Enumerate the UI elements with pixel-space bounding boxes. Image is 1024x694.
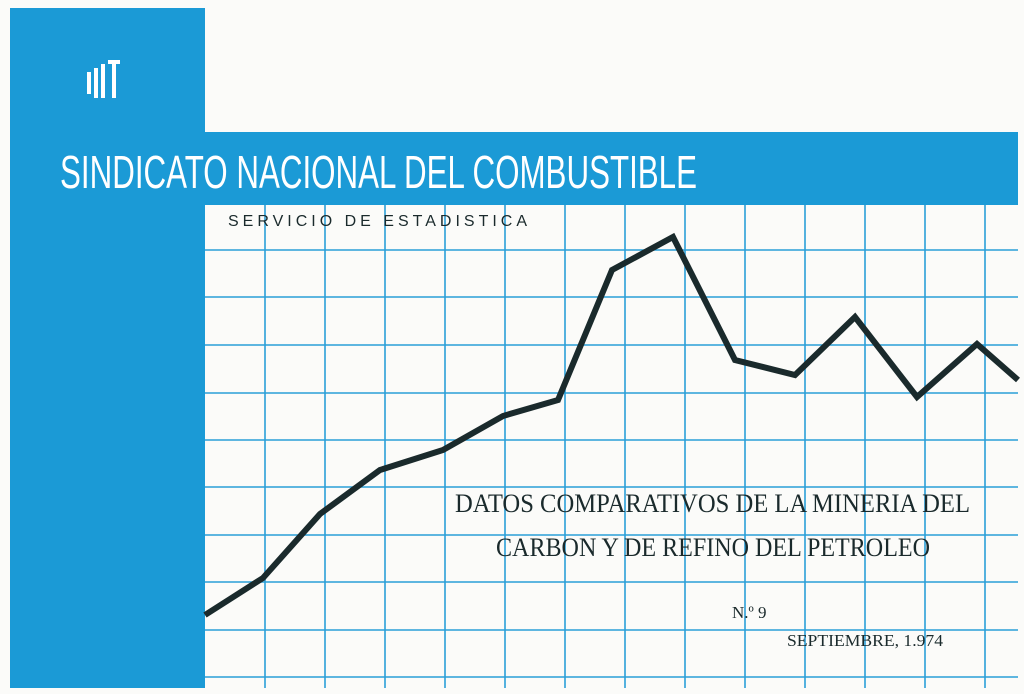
date: SEPTIEMBRE, 1.974: [787, 631, 944, 650]
subtitle: SERVICIO DE ESTADISTICA: [228, 213, 531, 230]
heading-line: DATOS COMPARATIVOS DE LA MINERIA DEL: [455, 489, 970, 518]
title: SINDICATO NACIONAL DEL COMBUSTIBLE: [60, 146, 697, 198]
heading-line: CARBON Y DE REFINO DEL PETROLEO: [496, 533, 930, 562]
logo: [87, 60, 120, 98]
title-band: [10, 132, 1018, 205]
left-panel: [10, 8, 205, 688]
grid: [205, 205, 1018, 688]
decorative-line: [203, 232, 1020, 618]
issue-number: N.º 9: [732, 603, 767, 622]
